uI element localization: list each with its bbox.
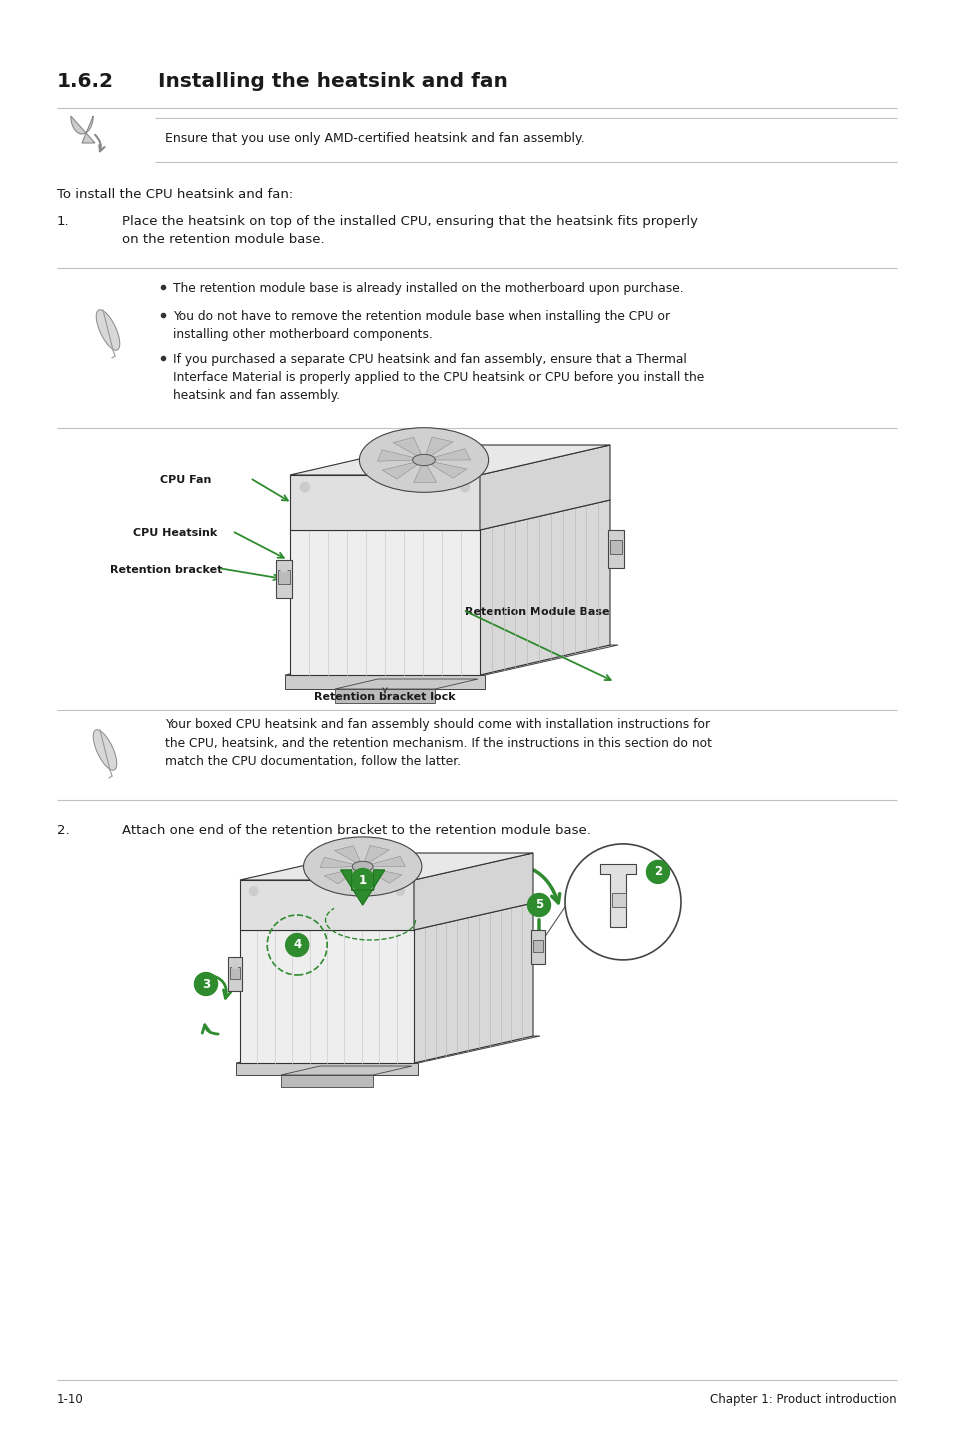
Ellipse shape <box>303 836 421 896</box>
Polygon shape <box>290 475 479 530</box>
Polygon shape <box>364 845 389 862</box>
FancyBboxPatch shape <box>531 929 544 964</box>
Text: 5: 5 <box>535 898 542 912</box>
Text: 1: 1 <box>358 874 366 886</box>
Circle shape <box>395 886 404 895</box>
Polygon shape <box>372 856 405 866</box>
Polygon shape <box>377 450 413 461</box>
Polygon shape <box>324 869 356 884</box>
Polygon shape <box>235 1035 539 1063</box>
Text: You do not have to remove the retention module base when installing the CPU or
i: You do not have to remove the retention … <box>172 309 669 341</box>
Polygon shape <box>599 863 636 927</box>
Circle shape <box>459 483 470 493</box>
Polygon shape <box>335 679 477 689</box>
Polygon shape <box>240 853 533 881</box>
Polygon shape <box>240 881 414 929</box>
Text: Place the heatsink on top of the installed CPU, ensuring that the heatsink fits : Place the heatsink on top of the install… <box>122 215 698 246</box>
Text: Retention bracket lock: Retention bracket lock <box>314 692 456 702</box>
Circle shape <box>299 483 310 493</box>
Text: The retention module base is already installed on the motherboard upon purchase.: The retention module base is already ins… <box>172 282 683 295</box>
Circle shape <box>280 564 288 571</box>
Polygon shape <box>240 929 414 1063</box>
Circle shape <box>351 868 374 892</box>
Ellipse shape <box>352 861 373 872</box>
Polygon shape <box>414 904 533 1063</box>
Polygon shape <box>93 730 116 770</box>
Text: 1.: 1. <box>57 215 70 228</box>
Polygon shape <box>285 644 618 674</box>
Polygon shape <box>285 674 484 689</box>
Text: 4: 4 <box>293 938 301 951</box>
FancyBboxPatch shape <box>612 894 625 906</box>
Text: Your boxed CPU heatsink and fan assembly should come with installation instructi: Your boxed CPU heatsink and fan assembly… <box>165 717 711 768</box>
Circle shape <box>231 961 238 968</box>
Polygon shape <box>479 445 609 530</box>
Text: 1-10: 1-10 <box>57 1393 84 1406</box>
Polygon shape <box>290 530 479 674</box>
Polygon shape <box>96 309 120 351</box>
FancyBboxPatch shape <box>533 939 542 952</box>
Polygon shape <box>335 689 435 703</box>
Polygon shape <box>335 846 360 862</box>
FancyBboxPatch shape <box>607 530 623 569</box>
Polygon shape <box>393 437 421 455</box>
Polygon shape <box>353 872 374 888</box>
Polygon shape <box>290 445 609 475</box>
Circle shape <box>527 894 550 916</box>
FancyBboxPatch shape <box>609 540 621 554</box>
Polygon shape <box>431 463 466 478</box>
Ellipse shape <box>413 454 435 465</box>
Text: Ensure that you use only AMD-certified heatsink and fan assembly.: Ensure that you use only AMD-certified h… <box>165 132 584 145</box>
Circle shape <box>285 934 309 957</box>
Text: 2: 2 <box>653 865 661 878</box>
Text: If you purchased a separate CPU heatsink and fan assembly, ensure that a Thermal: If you purchased a separate CPU heatsink… <box>172 354 703 402</box>
Circle shape <box>646 861 669 884</box>
Text: To install the CPU heatsink and fan:: To install the CPU heatsink and fan: <box>57 188 293 200</box>
Text: Retention bracket: Retention bracket <box>110 566 222 576</box>
FancyBboxPatch shape <box>228 957 242 991</box>
Polygon shape <box>369 869 401 884</box>
Polygon shape <box>281 1075 373 1087</box>
Polygon shape <box>414 853 533 929</box>
FancyBboxPatch shape <box>230 967 240 979</box>
Polygon shape <box>382 463 416 478</box>
Polygon shape <box>320 858 353 868</box>
Text: Installing the heatsink and fan: Installing the heatsink and fan <box>158 72 507 92</box>
Polygon shape <box>71 116 95 143</box>
Circle shape <box>194 972 217 995</box>
Ellipse shape <box>359 428 488 493</box>
Text: Retention Module Base: Retention Module Base <box>464 607 609 617</box>
Polygon shape <box>479 500 609 674</box>
Polygon shape <box>426 437 453 455</box>
Polygon shape <box>434 448 470 460</box>
FancyBboxPatch shape <box>275 560 292 599</box>
Polygon shape <box>281 1065 412 1075</box>
FancyBboxPatch shape <box>277 570 290 584</box>
Text: Chapter 1: Product introduction: Chapter 1: Product introduction <box>710 1393 896 1406</box>
Text: 2.: 2. <box>57 823 70 836</box>
Text: 1.6.2: 1.6.2 <box>57 72 113 92</box>
Polygon shape <box>340 871 384 905</box>
Text: CPU Heatsink: CPU Heatsink <box>132 528 217 538</box>
Circle shape <box>249 886 258 895</box>
Text: 3: 3 <box>202 978 210 991</box>
Text: CPU Fan: CPU Fan <box>160 475 212 485</box>
Polygon shape <box>414 465 436 483</box>
Text: Attach one end of the retention bracket to the retention module base.: Attach one end of the retention bracket … <box>122 823 590 836</box>
Circle shape <box>564 843 680 959</box>
Polygon shape <box>235 1063 417 1075</box>
